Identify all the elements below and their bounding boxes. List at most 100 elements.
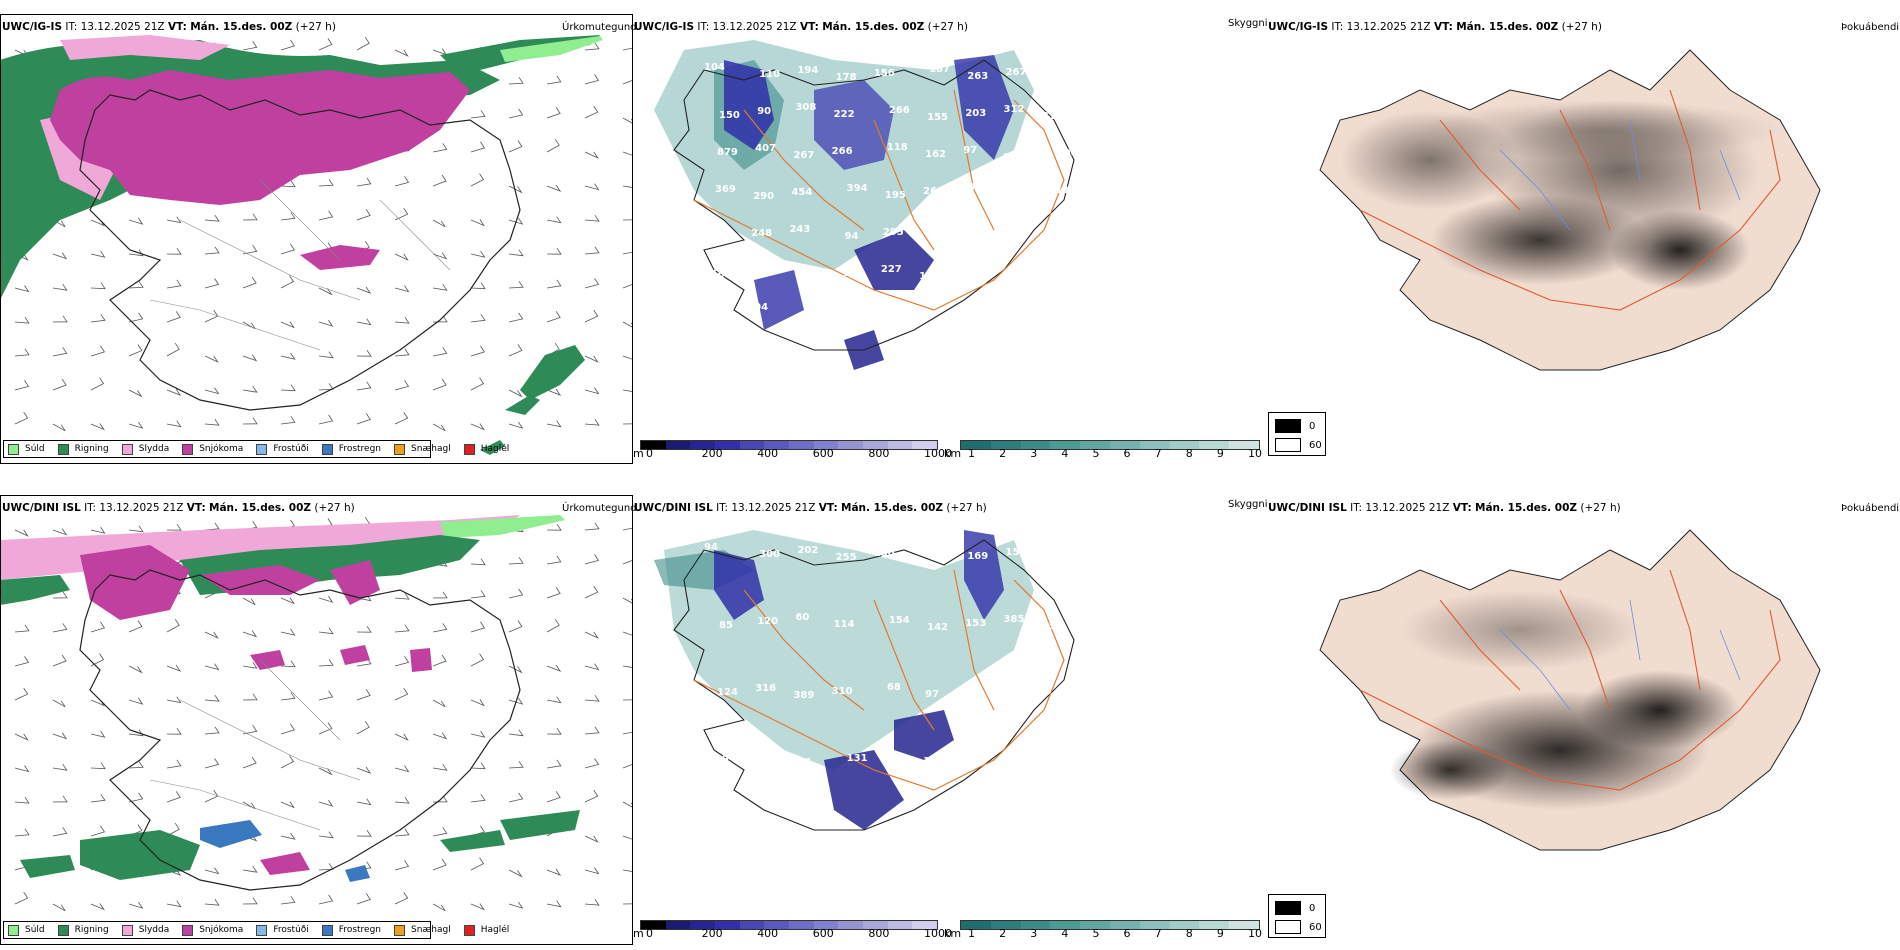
wind-barb bbox=[14, 733, 29, 741]
wind-barb bbox=[52, 795, 68, 803]
legend-swatch bbox=[121, 443, 133, 455]
wind-barb bbox=[356, 893, 371, 905]
snow-map: 94 300 202 255 130 149 169 157 110 85 120 60 114 154 1… bbox=[654, 530, 1078, 831]
snowdepth-value-label: 255 bbox=[836, 552, 857, 563]
wind-barb bbox=[470, 423, 485, 431]
wind-barb bbox=[470, 377, 485, 391]
wind-barb bbox=[166, 279, 182, 289]
wind-barb bbox=[128, 729, 144, 737]
colorbar-segment bbox=[690, 441, 716, 449]
precip-legend: Súld Rigning Slydda Snjókoma Frostúði Fr… bbox=[3, 921, 509, 939]
wind-barb bbox=[432, 252, 448, 260]
wind-barb bbox=[508, 729, 524, 737]
fog-band bbox=[1430, 195, 1650, 285]
snowdepth-value-label: 94 bbox=[845, 231, 859, 242]
wind-barb bbox=[280, 352, 296, 360]
legend-label: Snjókoma bbox=[199, 444, 244, 454]
fog-swatch-black bbox=[1275, 901, 1301, 915]
colorbar-segment bbox=[990, 921, 1021, 929]
rain-area bbox=[500, 810, 580, 840]
colorbar-tick-label: 3 bbox=[1030, 447, 1038, 460]
wind-barb bbox=[52, 623, 68, 633]
wind-barb bbox=[470, 345, 486, 357]
wind-barb bbox=[356, 829, 372, 837]
colorbar-segment bbox=[1050, 921, 1081, 929]
wind-barb bbox=[14, 316, 30, 324]
wind-barb bbox=[128, 312, 144, 323]
wind-barb bbox=[546, 759, 562, 769]
colorbar-segment bbox=[789, 921, 814, 929]
rain-patch bbox=[480, 440, 505, 455]
snowdepth-value-label: 879 bbox=[717, 147, 738, 158]
wind-barb bbox=[546, 138, 560, 153]
colorbar-segment bbox=[665, 921, 691, 929]
colorbar-tick-label: 2 bbox=[999, 447, 1007, 460]
wind-barb bbox=[280, 801, 295, 809]
model-name: UWC/IG-IS bbox=[1268, 21, 1329, 33]
lead-time: (+27 h) bbox=[314, 502, 355, 514]
snowdepth-value-label: 300 bbox=[759, 549, 780, 560]
legend-item: Súld bbox=[8, 924, 45, 936]
snowdepth-value-label: 194 bbox=[797, 65, 818, 76]
colorbar-tick-label: 0 bbox=[646, 447, 653, 460]
wind-barb bbox=[204, 898, 220, 906]
snowdepth-value-label: 162 bbox=[925, 149, 946, 160]
legend-swatch bbox=[8, 924, 19, 936]
snowdepth-value-label: 492 bbox=[1002, 152, 1023, 163]
wind-barb bbox=[470, 621, 486, 633]
snow-title: Skyggni bbox=[1228, 499, 1268, 510]
snowdepth-value-label: 227 bbox=[881, 264, 902, 275]
wind-barb bbox=[204, 522, 220, 531]
wind-barb bbox=[242, 321, 256, 330]
fog-header: UWC/IG-IS IT: 13.12.2025 21Z VT: Mán. 15… bbox=[1268, 21, 1602, 33]
snowdepth-value-label: 101 bbox=[711, 269, 732, 280]
colorbar-tick-label: 7 bbox=[1154, 927, 1162, 940]
wind-barb bbox=[52, 699, 66, 708]
wind-barb bbox=[14, 765, 30, 773]
wind-barb bbox=[432, 763, 448, 771]
wind-barb bbox=[318, 414, 334, 425]
colorbar-segment bbox=[863, 921, 888, 929]
snowdepth-value-label: 154 bbox=[889, 615, 910, 626]
colorbar-segment bbox=[1139, 921, 1170, 929]
wind-barb bbox=[166, 247, 182, 255]
wind-barb bbox=[546, 727, 562, 735]
wind-barb bbox=[622, 150, 632, 156]
wind-barb bbox=[394, 860, 410, 871]
wind-barb bbox=[584, 835, 599, 843]
legend-item: Frostregn bbox=[321, 924, 381, 936]
freezing-rain-area bbox=[345, 865, 370, 882]
snowdepth-value-label: 142 bbox=[927, 622, 948, 633]
wind-barb bbox=[394, 828, 410, 837]
vt-value: Mán. 15.des. 00Z bbox=[1475, 502, 1578, 514]
wind-barb bbox=[508, 665, 523, 674]
precip-map bbox=[1, 515, 632, 912]
colorbar-segment bbox=[665, 441, 691, 449]
snowdepth-value-label: 385 bbox=[1004, 614, 1025, 625]
colorbar-segment bbox=[1169, 441, 1200, 449]
wind-barb bbox=[584, 789, 599, 803]
legend-item: Frostregn bbox=[321, 443, 381, 455]
wind-barb bbox=[622, 354, 632, 360]
wind-barb bbox=[470, 250, 486, 258]
snowdepth-unit: m bbox=[633, 927, 644, 940]
snowdepth-colorbar bbox=[640, 440, 938, 450]
wind-barb bbox=[90, 423, 105, 431]
wind-barb bbox=[622, 757, 632, 769]
colorbar-tick-label: 400 bbox=[757, 447, 779, 460]
fog-title: Þokuábendi bbox=[1841, 22, 1900, 33]
snow-patch bbox=[410, 648, 432, 672]
snowdepth-value-label: 99 bbox=[715, 754, 729, 765]
legend-swatch bbox=[463, 443, 475, 455]
wind-barb bbox=[394, 207, 409, 221]
river-network bbox=[1499, 599, 1741, 711]
wind-barb bbox=[128, 344, 143, 357]
wind-barb bbox=[622, 251, 632, 255]
it-label: IT: bbox=[84, 502, 97, 514]
colorbar-segment bbox=[961, 921, 991, 929]
wind-barb bbox=[622, 869, 632, 872]
lead-time: (+27 h) bbox=[1580, 502, 1621, 514]
snowdepth-values: 94 300 202 255 130 149 169 157 110 85 120 60 114 154 1… bbox=[704, 542, 1078, 772]
snowdepth-value-label: 90 bbox=[959, 230, 973, 241]
fog-legend-top: 0 bbox=[1309, 421, 1316, 432]
